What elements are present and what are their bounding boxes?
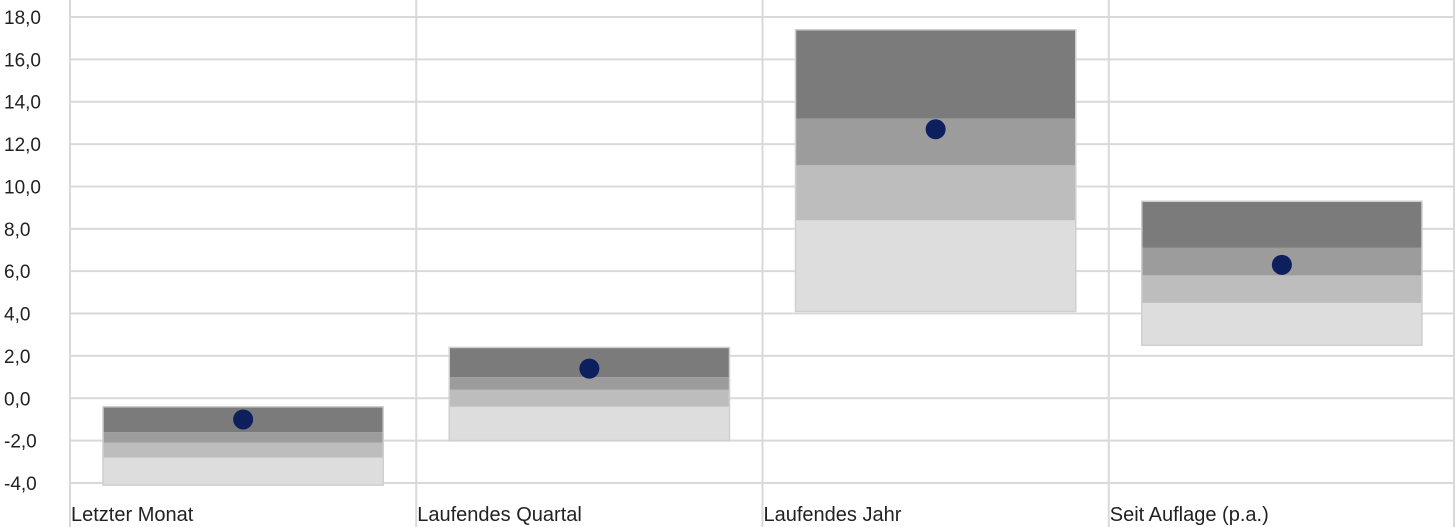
y-tick-label: 6,0 [4, 262, 30, 283]
y-tick-label: 18,0 [4, 8, 41, 29]
quartile-band-3 [795, 165, 1076, 221]
fund-marker-point [579, 358, 600, 379]
y-tick-label: 10,0 [4, 177, 41, 198]
quartile-band-4 [1141, 302, 1422, 346]
y-tick-label: -4,0 [4, 474, 37, 495]
y-tick-label: 12,0 [4, 135, 41, 156]
quartile-band-2 [449, 377, 730, 390]
fund-marker-point [1271, 254, 1292, 275]
grid-lines [69, 0, 1455, 527]
x-category-label: Laufendes Quartal [417, 504, 582, 526]
fund-marker-point [233, 409, 254, 430]
quartile-bar-outline [448, 346, 731, 442]
x-axis-labels: Letzter Monat Laufendes Quartal Laufendes … [71, 504, 1269, 526]
quartile-band-3 [449, 389, 730, 407]
y-tick-label: 2,0 [4, 347, 30, 368]
x-category-label: Letzter Monat [71, 504, 194, 526]
quartile-band-3 [1141, 275, 1422, 303]
fund-markers [233, 119, 1292, 430]
quartile-band-1 [795, 29, 1076, 119]
y-tick-label: 8,0 [4, 220, 30, 241]
y-tick-label: 16,0 [4, 50, 41, 71]
quartile-band-4 [449, 406, 730, 441]
quartile-bar-outline [102, 405, 384, 486]
y-tick-label: 0,0 [4, 389, 30, 410]
quartile-band-3 [103, 442, 384, 458]
x-category-label: Laufendes Jahr [764, 504, 902, 526]
quartile-band-4 [103, 457, 384, 486]
y-tick-label: 4,0 [4, 305, 30, 326]
y-axis-labels: -4,0 -2,0 0,0 2,0 4,0 6,0 8,0 10,0 12,0 14,0 16,0 1… [4, 8, 41, 495]
quartile-band-1 [1141, 201, 1422, 248]
quartile-band-2 [103, 432, 384, 443]
quartile-bars [102, 28, 1423, 486]
fund-marker-point [925, 119, 946, 140]
quartile-bar-outline [794, 28, 1077, 313]
x-category-label: Seit Auflage (p.a.) [1110, 504, 1269, 526]
y-tick-label: 14,0 [4, 93, 41, 114]
y-tick-label: -2,0 [4, 432, 37, 453]
quartile-band-4 [795, 220, 1076, 312]
quartile-bar-outline [1141, 200, 1423, 347]
